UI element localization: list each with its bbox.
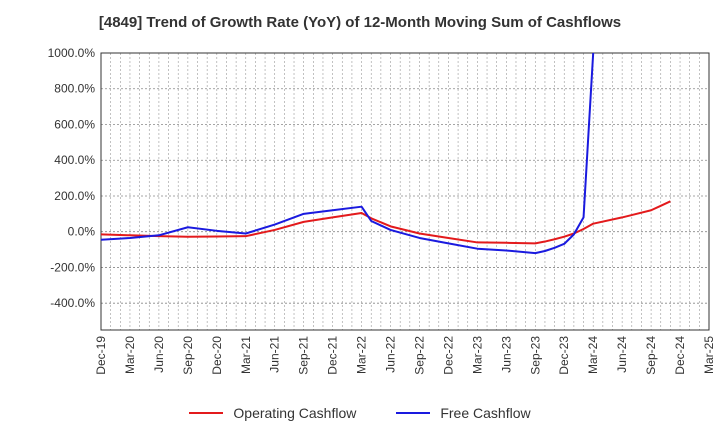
chart-title: [4849] Trend of Growth Rate (YoY) of 12-… (98, 14, 622, 31)
x-tick-label: Sep-20 (181, 336, 195, 375)
y-tick-label: -200.0% (50, 260, 95, 274)
series-line-operating-cashflow (101, 200, 671, 245)
y-tick-label: 0.0% (68, 225, 96, 239)
x-tick-label: Sep-23 (528, 336, 542, 375)
y-tick-label: 800.0% (54, 82, 95, 96)
x-tick-label: Dec-21 (326, 336, 340, 375)
series-line-free-cashflow (101, 53, 595, 255)
x-tick-label: Mar-24 (586, 336, 600, 374)
x-tick-label: Mar-20 (123, 336, 137, 374)
x-tick-label: Mar-21 (239, 336, 253, 374)
legend-swatch-operating-cashflow (189, 412, 224, 414)
x-tick-label: Dec-24 (673, 336, 687, 375)
plot-frame (100, 52, 710, 331)
grid-layer (101, 53, 709, 330)
x-tick-label: Sep-22 (412, 336, 426, 375)
axis-layer (100, 52, 710, 331)
x-tick-label: Sep-24 (644, 336, 658, 375)
x-tick-label: Jun-20 (152, 336, 166, 373)
x-tick-label: Dec-23 (557, 336, 571, 375)
y-tick-label: 1000.0% (48, 46, 96, 60)
label-layer: 1000.0% 800.0% 600.0% 400.0% 200.0% 0.0% -200.… (48, 46, 716, 375)
x-tick-label: Jun-24 (615, 336, 629, 373)
legend-label-free-cashflow: Free Cashflow (440, 405, 531, 421)
x-tick-label: Mar-25 (702, 336, 716, 374)
x-tick-label: Dec-22 (441, 336, 455, 375)
x-tick-label: Dec-19 (94, 336, 108, 375)
legend-swatch-free-cashflow (396, 412, 431, 414)
series-layer (101, 53, 671, 255)
x-tick-label: Dec-20 (210, 336, 224, 375)
y-tick-label: 200.0% (54, 189, 95, 203)
x-tick-label: Sep-21 (297, 336, 311, 375)
legend-label-operating-cashflow: Operating Cashflow (233, 405, 357, 421)
x-tick-label: Jun-22 (384, 336, 398, 373)
x-tick-label: Jun-23 (499, 336, 513, 373)
y-tick-label: -400.0% (50, 296, 95, 310)
y-tick-label: 600.0% (54, 117, 95, 131)
legend: Operating Cashflow Free Cashflow (0, 405, 720, 421)
legend-item-operating-cashflow: Operating Cashflow (189, 405, 356, 421)
legend-item-free-cashflow: Free Cashflow (396, 405, 531, 421)
x-tick-label: Mar-23 (470, 336, 484, 374)
x-tick-label: Jun-21 (268, 336, 282, 373)
y-tick-label: 400.0% (54, 153, 95, 167)
x-tick-label: Mar-22 (355, 336, 369, 374)
